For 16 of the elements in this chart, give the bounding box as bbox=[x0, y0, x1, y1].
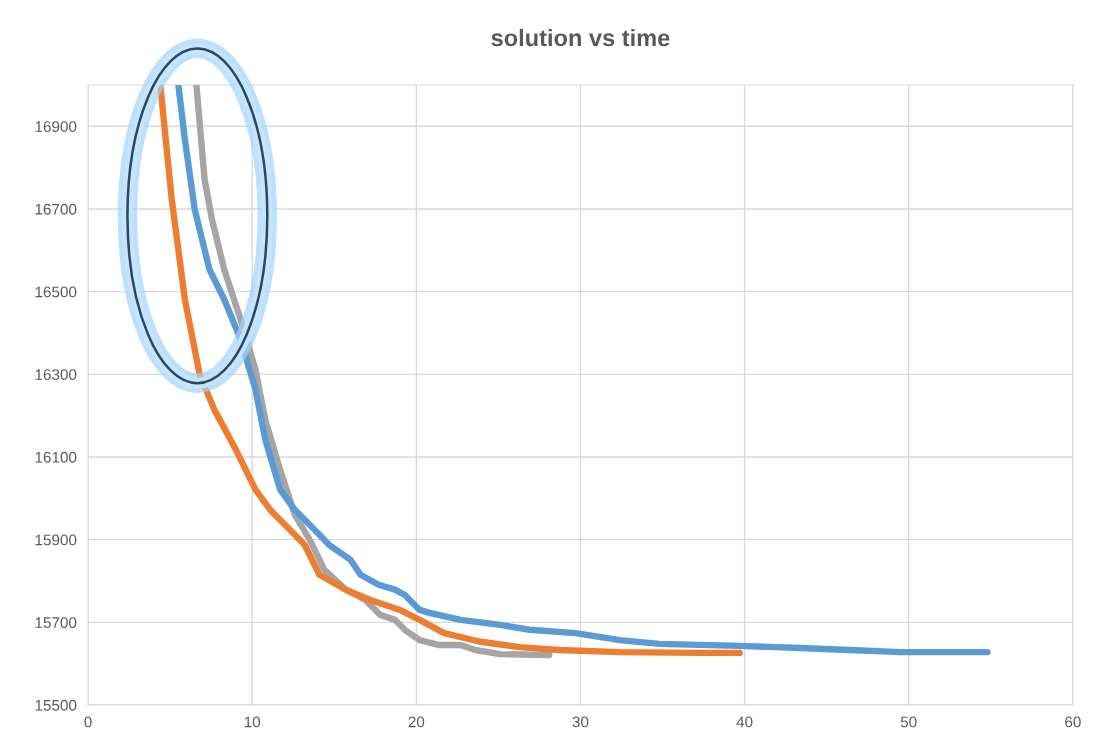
x-tick-label: 20 bbox=[408, 716, 425, 728]
x-tick-label: 60 bbox=[1065, 716, 1081, 728]
y-tick-label: 15500 bbox=[35, 699, 77, 711]
x-tick-label: 10 bbox=[244, 716, 261, 728]
x-tick-label: 30 bbox=[572, 716, 589, 728]
y-tick-label: 15700 bbox=[35, 617, 77, 629]
y-tick-label: 16700 bbox=[35, 203, 77, 215]
y-tick-label: 16500 bbox=[35, 286, 77, 298]
y-tick-label: 16100 bbox=[35, 451, 77, 463]
y-tick-label: 16900 bbox=[35, 121, 77, 132]
x-tick-label: 50 bbox=[900, 716, 917, 728]
x-tick-label: 40 bbox=[736, 716, 753, 728]
y-tick-label: 15900 bbox=[35, 534, 77, 546]
y-tick-label: 16300 bbox=[35, 369, 77, 381]
chart-title: solution vs time bbox=[491, 28, 670, 47]
x-tick-label: 0 bbox=[84, 716, 92, 728]
